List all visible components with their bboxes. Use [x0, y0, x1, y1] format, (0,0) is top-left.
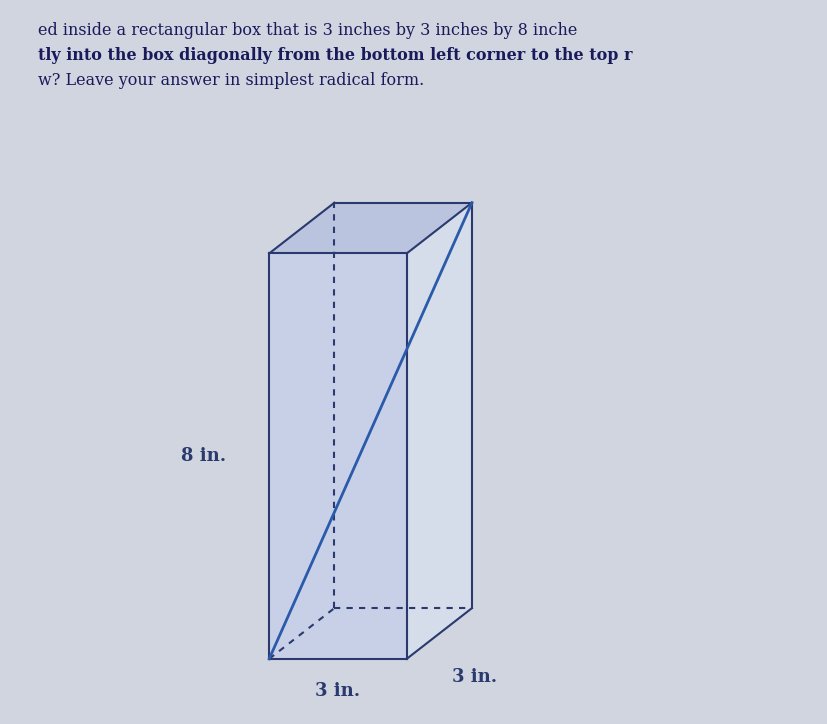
Polygon shape	[406, 203, 471, 659]
Text: 3 in.: 3 in.	[315, 683, 360, 700]
Text: 3 in.: 3 in.	[452, 668, 497, 686]
Text: w? Leave your answer in simplest radical form.: w? Leave your answer in simplest radical…	[37, 72, 423, 89]
Polygon shape	[269, 203, 471, 253]
Text: ed inside a rectangular box that is 3 inches by 3 inches by 8 inche: ed inside a rectangular box that is 3 in…	[37, 22, 576, 38]
Text: 8 in.: 8 in.	[181, 447, 227, 465]
Text: tly into the box diagonally from the bottom left corner to the top r: tly into the box diagonally from the bot…	[37, 47, 631, 64]
Polygon shape	[269, 253, 406, 659]
